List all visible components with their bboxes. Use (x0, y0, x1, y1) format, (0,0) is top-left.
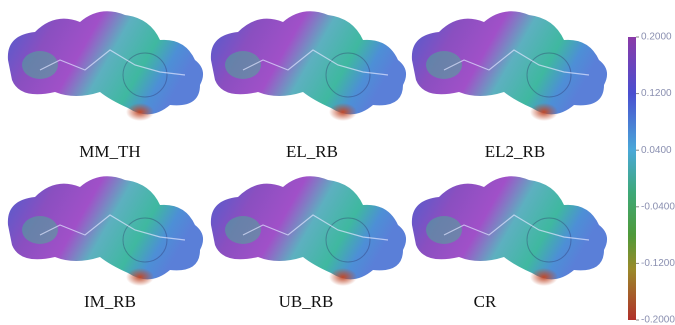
panel-label: MM_TH (79, 142, 140, 161)
colorbar-tick-label: 0.2000 (641, 32, 672, 43)
panel-label: EL2_RB (485, 142, 545, 161)
colorbar-tick-label: 0.0400 (641, 145, 672, 156)
colorbar-tick-label: -0.0400 (641, 201, 675, 212)
panel-label: IM_RB (84, 292, 136, 311)
panel-label: EL_RB (286, 142, 338, 161)
colorbar-tick-label: -0.2000 (641, 315, 675, 325)
colorbar-tick-label: 0.1200 (641, 88, 672, 99)
colorbar-tick-label: -0.1200 (641, 258, 675, 269)
figure: MM_TH EL_RB EL2_RB IM_RB UB_RB CR 0.2000… (0, 0, 675, 325)
panel-label: CR (474, 292, 497, 311)
panel-label: UB_RB (279, 292, 334, 311)
colorbar (628, 37, 636, 320)
